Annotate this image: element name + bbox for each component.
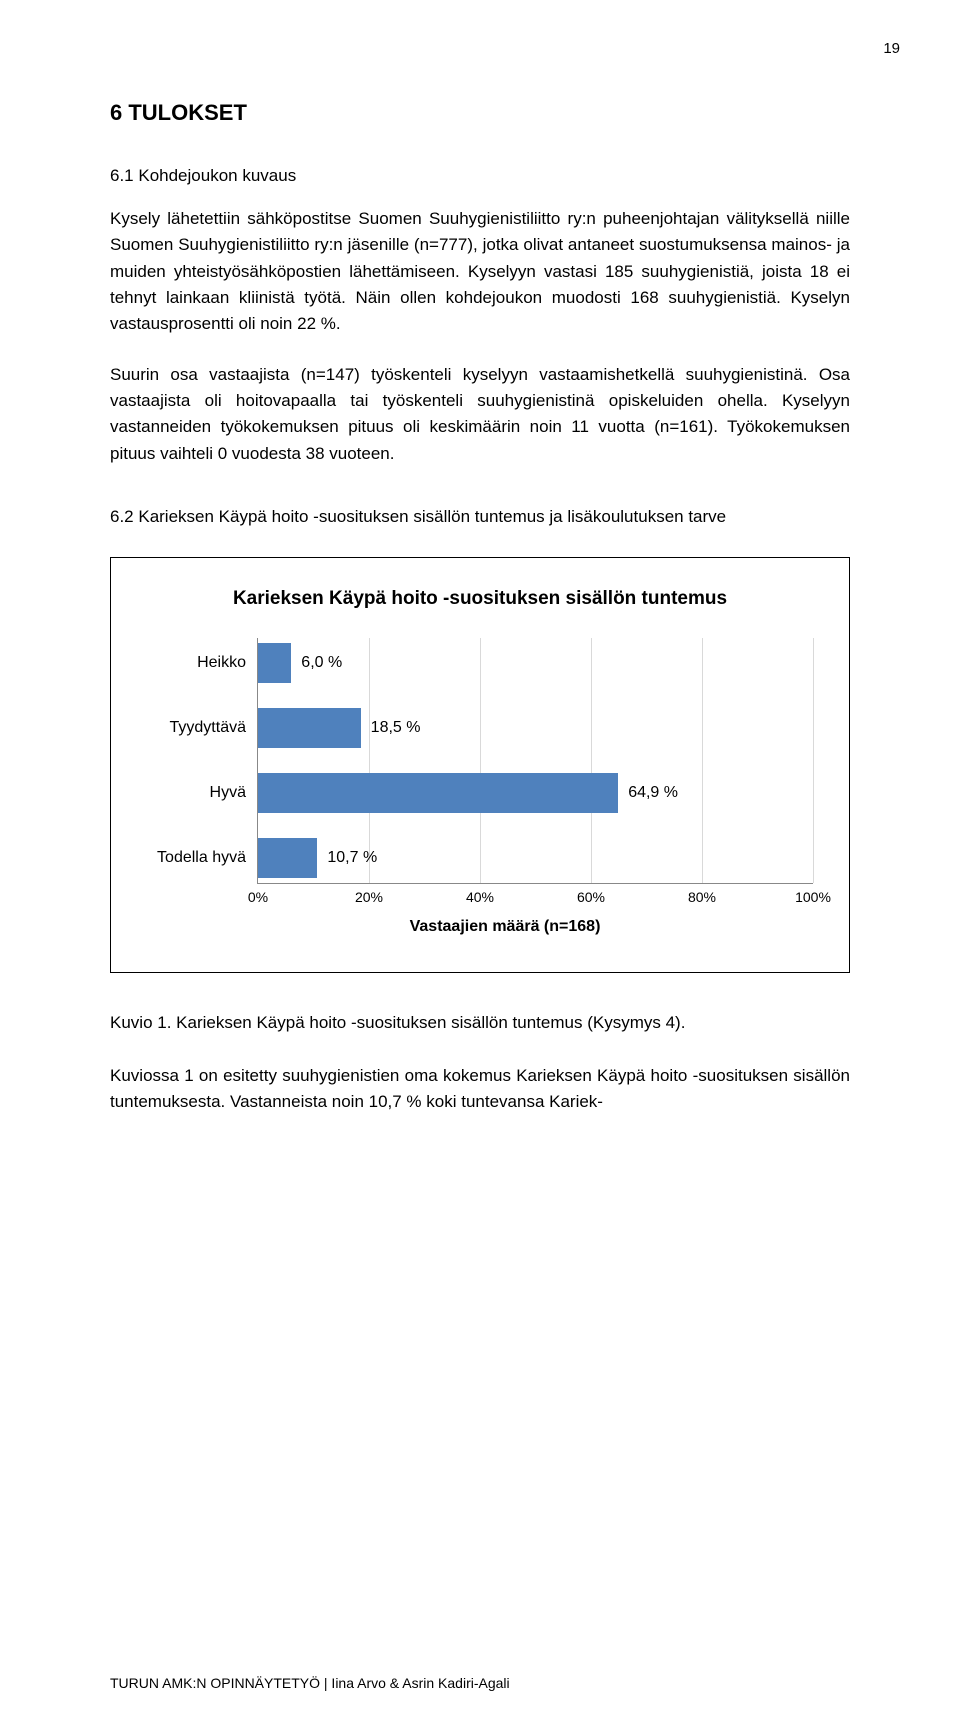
paragraph-1: Kysely lähetettiin sähköpostitse Suomen … bbox=[110, 206, 850, 338]
chart-bar: 10,7 % bbox=[258, 838, 317, 878]
heading-tulokset: 6 TULOKSET bbox=[110, 100, 850, 126]
chart-category-label: Todella hyvä bbox=[157, 838, 246, 878]
chart-bar-value: 64,9 % bbox=[618, 773, 678, 813]
chart-plot-area: 0%20%40%60%80%100%6,0 %Heikko18,5 %Tyydy… bbox=[257, 638, 813, 884]
footer: TURUN AMK:N OPINNÄYTETYÖ | Iina Arvo & A… bbox=[110, 1675, 510, 1691]
chart-bar-value: 6,0 % bbox=[291, 643, 342, 683]
page: 19 6 TULOKSET 6.1 Kohdejoukon kuvaus Kys… bbox=[0, 0, 960, 1731]
chart-x-tick: 60% bbox=[577, 883, 605, 905]
chart-bar-value: 10,7 % bbox=[317, 838, 377, 878]
chart-plot-wrap: 0%20%40%60%80%100%6,0 %Heikko18,5 %Tyydy… bbox=[147, 638, 813, 936]
chart-x-tick: 20% bbox=[355, 883, 383, 905]
chart-x-tick: 100% bbox=[795, 883, 831, 905]
chart-category-label: Heikko bbox=[197, 643, 246, 683]
chart-category-label: Tyydyttävä bbox=[170, 708, 246, 748]
chart-category-label: Hyvä bbox=[210, 773, 246, 813]
paragraph-3: Kuviossa 1 on esitetty suuhygienistien o… bbox=[110, 1063, 850, 1116]
chart-gridline bbox=[813, 638, 814, 883]
paragraph-2: Suurin osa vastaajista (n=147) työskente… bbox=[110, 362, 850, 467]
page-number: 19 bbox=[883, 40, 900, 57]
heading-6-2: 6.2 Karieksen Käypä hoito -suosituksen s… bbox=[110, 507, 850, 527]
chart-bar: 64,9 % bbox=[258, 773, 618, 813]
figure-caption: Kuvio 1. Karieksen Käypä hoito -suosituk… bbox=[110, 1013, 850, 1033]
chart-x-axis-title: Vastaajien määrä (n=168) bbox=[197, 918, 813, 936]
chart-x-tick: 0% bbox=[248, 883, 268, 905]
chart-bar: 18,5 % bbox=[258, 708, 361, 748]
chart-bar-row: 10,7 % bbox=[258, 838, 813, 878]
chart-container: Karieksen Käypä hoito -suosituksen sisäl… bbox=[110, 557, 850, 973]
chart-bar-row: 6,0 % bbox=[258, 643, 813, 683]
chart-title: Karieksen Käypä hoito -suosituksen sisäl… bbox=[147, 588, 813, 610]
chart-bar-row: 64,9 % bbox=[258, 773, 813, 813]
chart-bar-row: 18,5 % bbox=[258, 708, 813, 748]
chart-x-tick: 40% bbox=[466, 883, 494, 905]
chart-x-tick: 80% bbox=[688, 883, 716, 905]
chart-bar: 6,0 % bbox=[258, 643, 291, 683]
chart-bar-value: 18,5 % bbox=[361, 708, 421, 748]
heading-6-1: 6.1 Kohdejoukon kuvaus bbox=[110, 166, 850, 186]
